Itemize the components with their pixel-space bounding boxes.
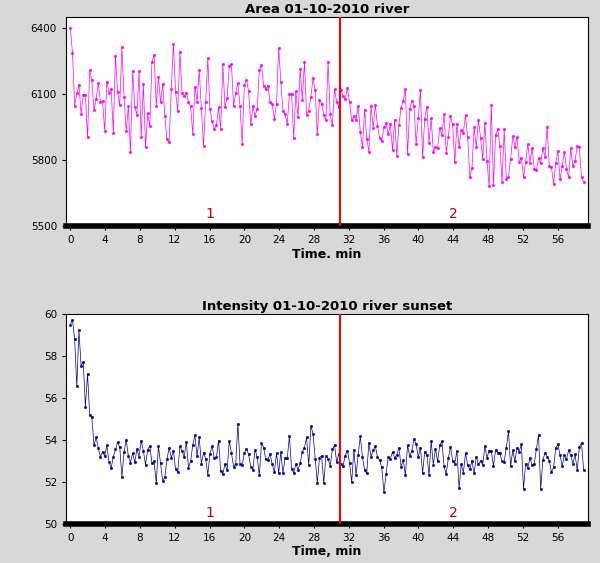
Text: 2: 2 bbox=[449, 507, 458, 520]
X-axis label: Time, min: Time, min bbox=[292, 546, 362, 558]
Text: 1: 1 bbox=[205, 507, 214, 520]
Text: 2: 2 bbox=[449, 207, 458, 221]
X-axis label: Time. min: Time. min bbox=[292, 248, 362, 261]
Text: 1: 1 bbox=[205, 207, 214, 221]
Title: Area 01-10-2010 river: Area 01-10-2010 river bbox=[245, 3, 409, 16]
Title: Intensity 01-10-2010 river sunset: Intensity 01-10-2010 river sunset bbox=[202, 300, 452, 313]
